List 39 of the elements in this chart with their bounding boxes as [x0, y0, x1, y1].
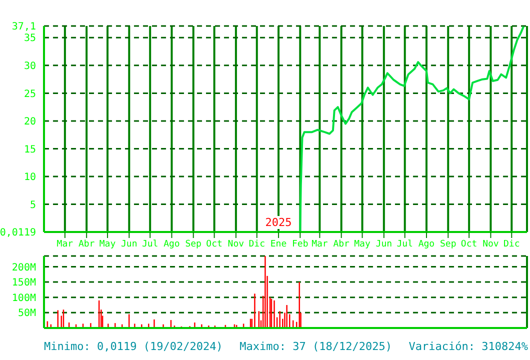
y-tick-label: 100M [12, 292, 36, 304]
x-tick-label: Jul [396, 239, 413, 250]
x-tick-label: Oct [460, 239, 478, 250]
x-tick-label: Nov [482, 239, 499, 250]
x-tick-label: Abr [78, 239, 96, 250]
annotation: 2025 [265, 216, 292, 229]
x-tick-label: Ago [164, 239, 180, 250]
x-tick-label: Jun [376, 239, 392, 250]
text: Maximo: 37 (18/12/2025) [240, 340, 392, 353]
x-tick-label: Jul [142, 239, 158, 250]
text: Minimo: 0,0119 (19/02/2024) [44, 340, 223, 353]
x-tick-label: Mar [56, 239, 74, 250]
x-tick-label: May [99, 239, 116, 250]
x-tick-label: Dic [504, 239, 520, 250]
x-tick-label: Abr [333, 239, 350, 250]
x-tick-label: Oct [206, 239, 222, 250]
x-tick-label: Ago [418, 239, 435, 250]
y-tick-label: 25 [24, 88, 36, 100]
y-tick-label: 20 [24, 116, 36, 128]
y-tick-label: 10 [24, 172, 36, 184]
y-tick-label: 50M [18, 308, 36, 320]
x-tick-label: Jun [121, 239, 138, 250]
y-tick-label: 15 [24, 144, 36, 156]
x-tick-label: Feb [292, 239, 308, 250]
x-tick-label: Sep [440, 239, 456, 250]
x-tick-label: May [354, 239, 371, 250]
x-tick-label: Nov [228, 239, 244, 250]
y-tick-label: 30 [24, 60, 36, 72]
y-tick-label: 0,0119 [0, 228, 36, 239]
y-tick-label: 200M [12, 262, 36, 274]
text: Variación: 310824% [408, 340, 528, 353]
y-tick-label: 150M [12, 278, 36, 289]
x-tick-label: Sep [185, 239, 202, 250]
y-tick-label: 5 [30, 200, 36, 211]
x-tick-label: Ene [270, 239, 287, 250]
x-tick-label: Mar [312, 239, 328, 250]
x-tick-label: Dic [248, 239, 266, 250]
y-tick-label: 35 [24, 33, 36, 44]
y-tick-label: 37,1 [12, 22, 36, 33]
